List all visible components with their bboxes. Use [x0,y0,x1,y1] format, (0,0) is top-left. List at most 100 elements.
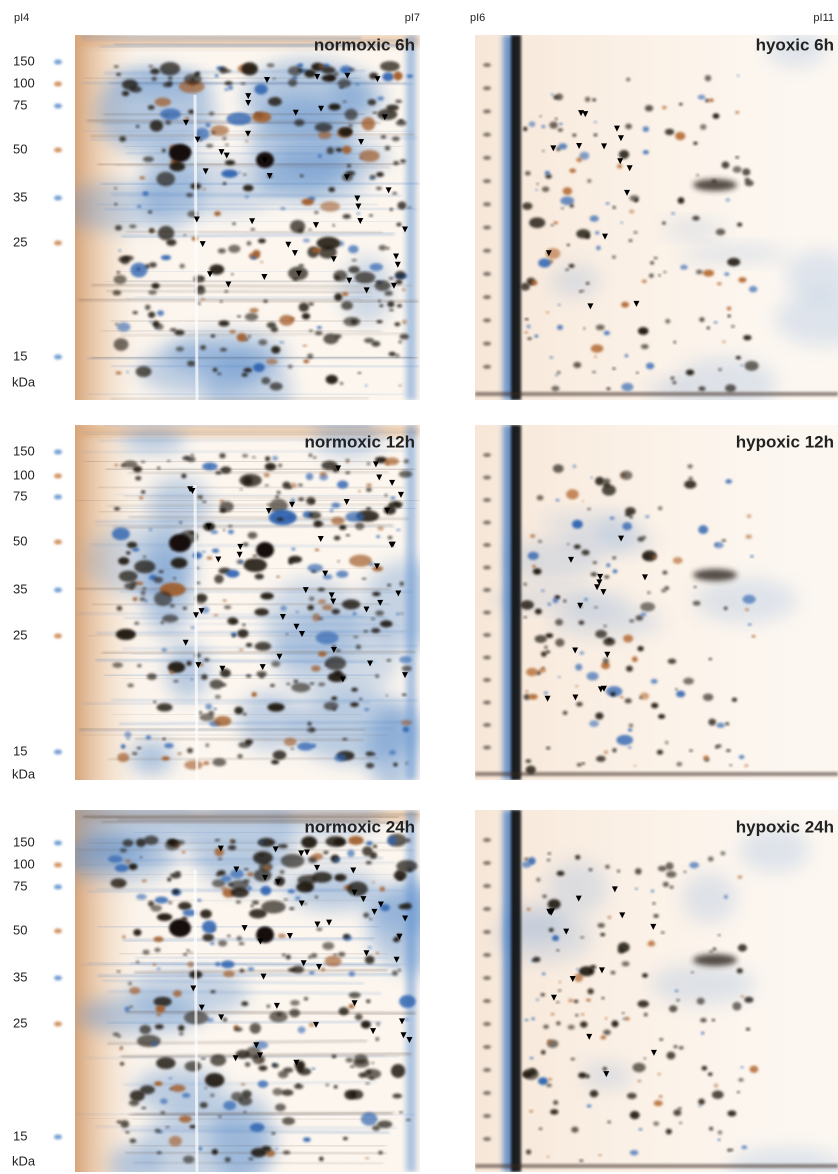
gel-spot [345,458,350,462]
arrowhead [385,187,392,194]
gel-spot [629,619,635,623]
gel-spot [604,1017,608,1020]
gel-spot [220,960,235,969]
gel-spot [114,463,119,467]
gel-spot [388,750,396,755]
gel-spot [706,326,710,330]
gel-spot [385,694,389,697]
gel-spot [621,301,629,308]
gel-spot [397,201,407,210]
gel-spot [558,676,561,679]
arrowhead [223,152,230,159]
gel-spot [247,872,254,877]
gel-spot [535,188,538,191]
gel-spot [540,1050,546,1055]
arrowhead [343,174,350,181]
gel-spot [285,633,289,636]
gel-spot [218,320,230,327]
streak [121,1052,412,1059]
blue-stain [130,740,173,775]
arrowhead [260,973,267,980]
gel-spot [643,1012,648,1017]
gel-spot [657,1072,661,1076]
gel-spot [150,68,160,75]
gel-spot [219,347,227,352]
gel-spot [521,861,532,868]
gel-spot [590,572,598,577]
gel-spot [260,885,272,896]
gel-spot [562,710,568,715]
gel-spot [633,231,638,234]
gel-spot [664,586,670,591]
gel-spot [346,460,349,464]
gel-spot [292,965,305,974]
gel-spot [311,62,324,72]
streak [82,734,388,736]
ladder-band [54,862,62,868]
ladder-band [54,1134,62,1140]
gel-spot [316,927,323,931]
gel-spot [165,1126,170,1129]
gel-spot [407,867,412,872]
gel-spot [541,589,545,593]
ladder-band [483,907,491,911]
marker-label: 50 [13,533,27,548]
gel-spot [142,191,149,196]
gel-spot [289,317,295,321]
gel-spot [249,1122,265,1133]
gel-spot [404,1018,409,1021]
gel-spot [348,67,356,72]
gel-spot [355,522,365,530]
gel-spot [209,941,215,945]
gel-spot [313,456,317,459]
gel-spot [275,495,279,499]
gel-spot [264,484,269,487]
gel-spot [345,1057,354,1063]
gel-spot [605,864,610,869]
arrowhead [298,631,305,638]
gel-spot [705,98,710,103]
arrowhead [330,598,337,605]
gel-spot [290,498,295,503]
gel-spot [333,857,341,863]
gel-spot [214,839,218,842]
gel-spot [344,108,358,121]
gel-spot [238,171,241,174]
gel-spot [233,1027,243,1032]
gel-spot [629,515,633,519]
gel-spot [230,887,249,898]
gel-image [75,810,420,1172]
gel-spot [365,751,374,757]
gel-spot [364,384,368,387]
gel-spot [571,519,583,529]
gel-spot [292,75,298,80]
gel-spot [592,561,597,564]
gel-spot [637,645,644,652]
streak [76,586,391,591]
gel-spot [318,154,322,158]
gel-spot [250,256,257,260]
gel-spot [384,457,400,466]
gel-spot [261,1145,272,1152]
ladder-band [54,884,62,890]
gel-spot [366,841,373,846]
gel-spot [523,1068,539,1080]
arrowhead [328,592,335,599]
gel-spot [224,87,229,92]
ladder-band [483,498,491,502]
gel-spot [137,747,142,750]
arrowhead [285,241,292,248]
dark-smear [693,954,737,966]
gel-spot [744,764,749,768]
gel-spot [228,524,233,528]
arrowhead [279,614,286,621]
arrowhead [199,241,206,248]
arrowhead [372,461,379,468]
gel-spot [257,238,266,244]
gel-spot [612,206,616,209]
gel-spot [342,214,351,219]
gel-spot [366,483,372,488]
gel-spot [527,551,539,560]
gel-spot [525,1149,532,1155]
gel-spot [403,459,409,464]
